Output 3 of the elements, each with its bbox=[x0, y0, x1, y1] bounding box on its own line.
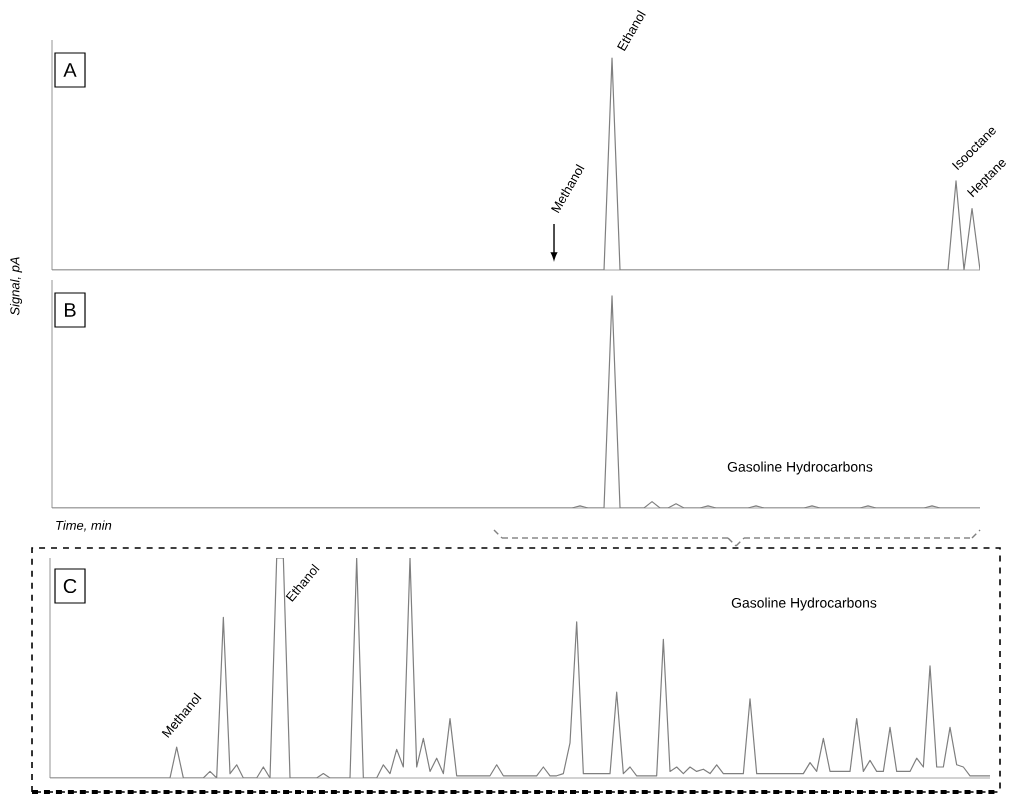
chart-title: B bbox=[64, 303, 76, 317]
chart-title: A bbox=[63, 63, 77, 77]
text: C bbox=[63, 578, 77, 594]
